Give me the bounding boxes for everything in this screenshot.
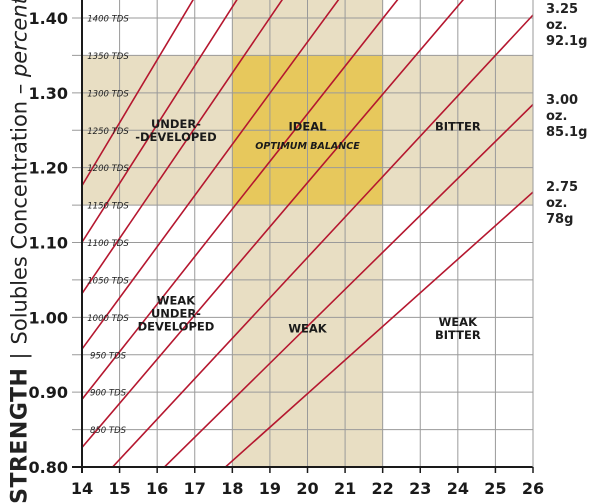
ratio-line <box>82 0 399 400</box>
x-tick-label: 25 <box>484 479 506 498</box>
y-axis-title-strong: STRENGTH <box>7 367 33 504</box>
x-tick-label: 19 <box>259 479 281 498</box>
region-label: OPTIMUM BALANCE <box>255 141 360 152</box>
ratio-line <box>82 0 194 187</box>
chart-grid <box>72 0 534 467</box>
x-tick-label: 14 <box>71 479 93 498</box>
x-tick-label: 15 <box>108 479 130 498</box>
x-tick-label: 23 <box>409 479 431 498</box>
tds-label: 1250 TDS <box>87 127 129 137</box>
ratio-line <box>82 0 340 350</box>
tds-label: 1050 TDS <box>87 276 129 286</box>
tds-label: 1100 TDS <box>87 239 129 249</box>
dose-label-3-00oz: 3.00 oz. 85.1g <box>546 93 600 141</box>
dose-grams: 85.1g <box>546 125 588 140</box>
dose-oz: 2.75 oz. <box>546 180 579 211</box>
y-axis-title-separator: | <box>7 352 32 360</box>
tds-label: 1200 TDS <box>87 164 129 174</box>
x-tick-label: 26 <box>522 479 544 498</box>
tds-label: 1400 TDS <box>87 15 129 25</box>
x-axis-ticks: 14 15 16 17 18 19 20 21 22 23 24 25 26 <box>71 467 544 498</box>
ratio-lines <box>82 0 533 467</box>
y-tick-label: 1.40 <box>29 9 68 28</box>
y-tick-label: 0.80 <box>29 458 68 477</box>
tds-label: 900 TDS <box>90 389 127 399</box>
dose-oz: 3.00 oz. <box>546 93 579 124</box>
y-axis-title: STRENGTH | Solubles Concentration – percen… <box>0 0 40 504</box>
x-tick-label: 16 <box>146 479 168 498</box>
region-label: -DEVELOPED <box>135 130 216 144</box>
x-tick-label: 17 <box>184 479 206 498</box>
chart-axes <box>72 0 534 473</box>
x-tick-label: 22 <box>372 479 394 498</box>
dose-grams: 78g <box>546 212 574 227</box>
region-label: BITTER <box>435 120 481 134</box>
y-tick-label: 1.30 <box>29 84 68 103</box>
tds-label: 950 TDS <box>90 351 127 361</box>
x-tick-label: 20 <box>296 479 318 498</box>
region-label: WEAK <box>439 315 478 329</box>
region-label: UNDER- <box>151 307 201 321</box>
x-tick-label: 24 <box>447 479 469 498</box>
tds-label: 1350 TDS <box>87 52 129 62</box>
tds-labels: 850 TDS 900 TDS 950 TDS 1000 TDS 1050 TDS 110… <box>87 15 129 437</box>
region-label: WEAK <box>288 322 327 336</box>
y-tick-label: 0.90 <box>29 383 68 402</box>
ratio-line <box>224 191 533 467</box>
ratio-line <box>163 103 533 467</box>
tds-label: 1300 TDS <box>87 89 129 99</box>
dose-label-3-25oz: 3.25 oz. 92.1g <box>546 2 600 50</box>
tds-label: 850 TDS <box>90 426 127 436</box>
x-tick-label: 21 <box>334 479 356 498</box>
y-axis-ticks: 0.80 0.90 1.00 1.10 1.20 1.30 1.40 <box>29 9 68 477</box>
y-tick-label: 1.00 <box>29 308 68 327</box>
y-axis-title-main: Solubles Concentration – <box>7 83 32 345</box>
y-tick-label: 1.20 <box>29 159 68 178</box>
region-label: IDEAL <box>289 120 328 134</box>
region-label: UNDER- <box>151 117 201 131</box>
ratio-line <box>82 0 283 294</box>
region-label: DEVELOPED <box>138 320 215 334</box>
ratio-line <box>82 0 238 243</box>
tds-label: 1150 TDS <box>87 202 129 212</box>
tds-label: 1000 TDS <box>87 314 129 324</box>
x-tick-label: 18 <box>221 479 243 498</box>
region-label: WEAK <box>157 294 196 308</box>
dose-label-2-75oz: 2.75 oz. 78g <box>546 180 600 228</box>
region-label: BITTER <box>435 328 481 342</box>
ratio-line-group <box>82 0 533 467</box>
ratio-line <box>111 14 533 467</box>
dose-grams: 92.1g <box>546 34 588 49</box>
ratio-line <box>82 0 465 449</box>
y-axis-title-unit: percent <box>7 0 32 78</box>
dose-oz: 3.25 oz. <box>546 2 579 33</box>
y-tick-label: 1.10 <box>29 234 68 253</box>
